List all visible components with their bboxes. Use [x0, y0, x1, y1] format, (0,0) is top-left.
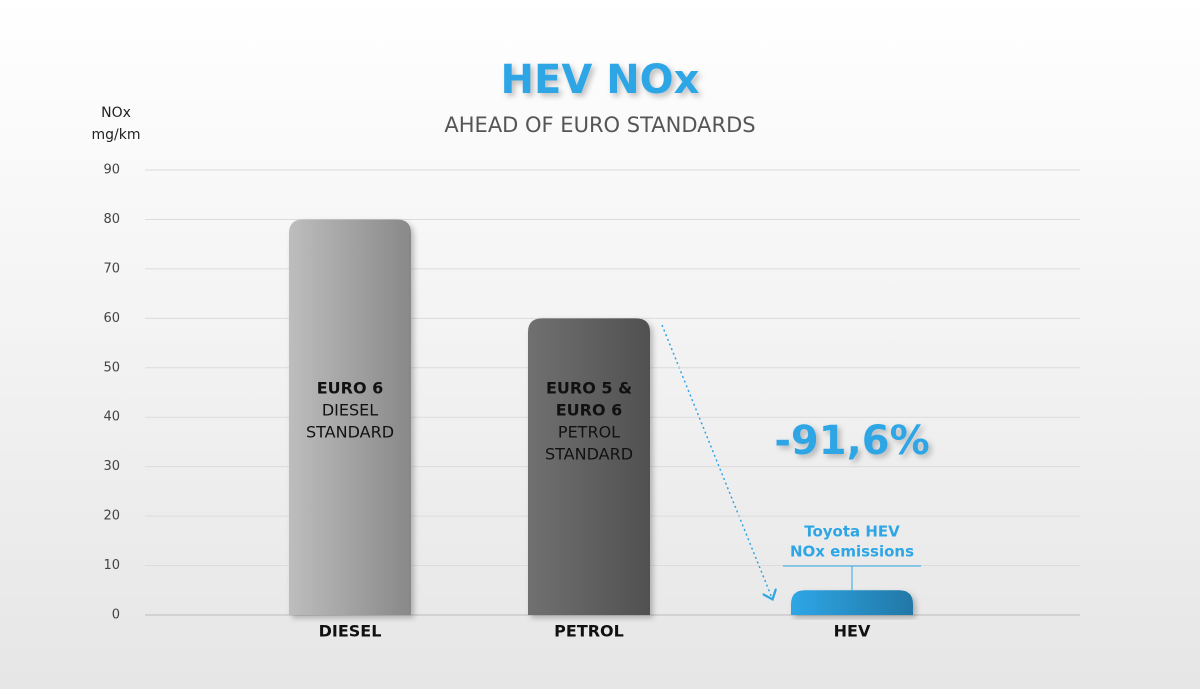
- y-axis-label: mg/km: [92, 127, 141, 143]
- x-tick-label: PETROL: [554, 622, 624, 641]
- callout-label: NOx emissions: [790, 543, 914, 561]
- bar-label: DIESEL: [322, 401, 378, 420]
- y-tick-label: 10: [103, 558, 120, 573]
- y-tick-label: 20: [103, 509, 120, 524]
- bar-label: EURO 6: [556, 401, 623, 420]
- bar-shade: [791, 590, 913, 615]
- y-axis-label: NOx: [101, 105, 131, 121]
- y-tick-label: 30: [103, 459, 120, 474]
- x-tick-label: DIESEL: [319, 622, 382, 641]
- y-tick-label: 50: [103, 360, 120, 375]
- y-tick-label: 90: [103, 163, 120, 178]
- annotation: -91,6%: [774, 418, 929, 464]
- bar-label: STANDARD: [306, 423, 394, 442]
- y-tick-label: 80: [103, 212, 120, 227]
- chart-title: HEV NOx: [501, 57, 700, 103]
- bar-label: EURO 5 &: [546, 379, 632, 398]
- bar-shade: [528, 318, 650, 615]
- bar-label: EURO 6: [317, 379, 384, 398]
- y-tick-label: 0: [112, 608, 120, 623]
- bar-label: STANDARD: [545, 445, 633, 464]
- chart-subtitle: AHEAD OF EURO STANDARDS: [444, 113, 755, 137]
- y-tick-label: 70: [103, 261, 120, 276]
- x-tick-label: HEV: [834, 622, 871, 641]
- reduction-arrow: [661, 324, 772, 598]
- y-tick-label: 40: [103, 410, 120, 425]
- bar-label: PETROL: [558, 423, 620, 442]
- y-tick-label: 60: [103, 311, 120, 326]
- callout-label: Toyota HEV: [804, 523, 900, 541]
- bar-shade: [289, 219, 411, 615]
